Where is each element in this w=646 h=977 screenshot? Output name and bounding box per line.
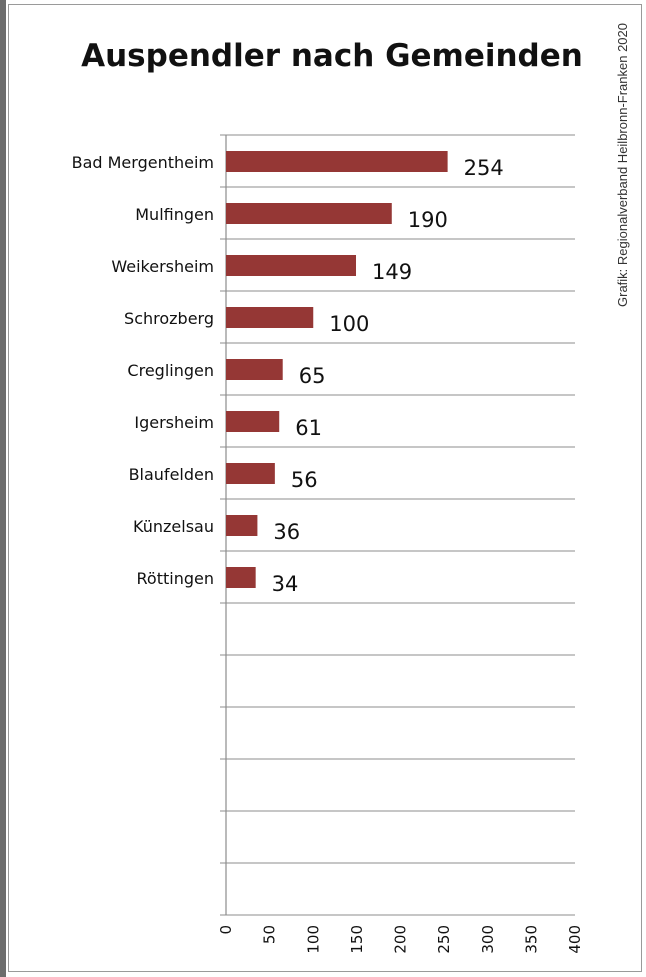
category-label-8: Röttingen bbox=[137, 569, 214, 588]
category-label-5: Igersheim bbox=[134, 413, 214, 432]
x-tick-label-6: 300 bbox=[479, 925, 497, 954]
category-label-6: Blaufelden bbox=[129, 465, 214, 484]
chart-title: Auspendler nach Gemeinden bbox=[81, 38, 583, 74]
data-label-0: 254 bbox=[464, 156, 504, 180]
bar-5 bbox=[226, 411, 280, 432]
bar-3 bbox=[226, 307, 314, 328]
x-tick-label-3: 150 bbox=[348, 925, 366, 954]
bar-4 bbox=[226, 359, 283, 380]
bar-8 bbox=[226, 567, 256, 588]
bar-7 bbox=[226, 515, 258, 536]
bar-2 bbox=[226, 255, 357, 276]
left-border-rule bbox=[0, 0, 6, 977]
data-label-1: 190 bbox=[408, 208, 448, 232]
x-tick-label-7: 350 bbox=[522, 925, 540, 954]
x-tick-label-8: 400 bbox=[566, 925, 584, 954]
x-tick-label-5: 250 bbox=[435, 925, 453, 954]
data-label-5: 61 bbox=[295, 416, 322, 440]
chart-credit: Grafik: Regionalverband Heilbronn-Franke… bbox=[615, 23, 630, 307]
x-tick-label-2: 100 bbox=[304, 925, 322, 954]
data-label-6: 56 bbox=[291, 468, 318, 492]
x-tick-label-4: 200 bbox=[392, 925, 410, 954]
data-label-8: 34 bbox=[272, 572, 299, 596]
data-label-2: 149 bbox=[372, 260, 412, 284]
x-tick-label-1: 50 bbox=[261, 925, 279, 944]
bar-1 bbox=[226, 203, 392, 224]
category-label-3: Schrozberg bbox=[124, 309, 214, 328]
data-label-3: 100 bbox=[329, 312, 369, 336]
x-tick-label-0: 0 bbox=[217, 925, 235, 935]
category-label-2: Weikersheim bbox=[111, 257, 214, 276]
data-label-7: 36 bbox=[273, 520, 300, 544]
category-label-0: Bad Mergentheim bbox=[72, 153, 214, 172]
bar-0 bbox=[226, 151, 448, 172]
category-label-7: Künzelsau bbox=[133, 517, 214, 536]
bar-6 bbox=[226, 463, 275, 484]
category-label-1: Mulfingen bbox=[135, 205, 214, 224]
data-label-4: 65 bbox=[299, 364, 326, 388]
category-label-4: Creglingen bbox=[127, 361, 214, 380]
